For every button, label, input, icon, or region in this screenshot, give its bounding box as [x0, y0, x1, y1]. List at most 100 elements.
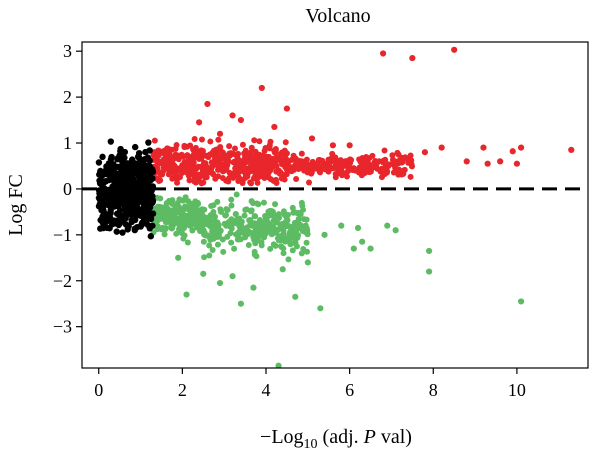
downregulated-point — [268, 231, 275, 238]
nonsignificant-point — [106, 225, 113, 232]
upregulated-point — [308, 135, 316, 142]
downregulated-point — [425, 247, 433, 255]
downregulated-point — [303, 225, 310, 232]
upregulated-point — [272, 146, 279, 153]
downregulated-point — [201, 229, 208, 236]
downregulated-point — [210, 202, 217, 209]
nonsignificant-point — [119, 217, 127, 225]
nonsignificant-point — [108, 172, 116, 179]
downregulated-point — [293, 243, 300, 250]
upregulated-point — [517, 144, 525, 151]
upregulated-point — [451, 46, 458, 53]
upregulated-point — [484, 160, 491, 167]
downregulated-point — [224, 233, 231, 240]
upregulated-point — [338, 162, 345, 169]
downregulated-point — [258, 239, 265, 246]
upregulated-point — [203, 163, 210, 170]
downregulated-point — [289, 204, 296, 211]
upregulated-point — [258, 84, 265, 92]
upregulated-point — [293, 175, 300, 182]
upregulated-point — [239, 141, 246, 148]
downregulated-point — [176, 204, 183, 211]
nonsignificant-point — [128, 216, 135, 224]
upregulated-point — [254, 179, 261, 186]
downregulated-point — [186, 216, 193, 223]
upregulated-point — [480, 144, 487, 151]
downregulated-point — [274, 235, 281, 242]
upregulated-point — [378, 174, 385, 181]
upregulated-point — [196, 153, 203, 160]
x-axis: 0 2 4 6 8 10 — [94, 368, 526, 400]
upregulated-point — [421, 149, 429, 156]
upregulated-point — [277, 169, 284, 176]
downregulated-point — [234, 236, 241, 243]
upregulated-point — [266, 142, 273, 149]
downregulated-point — [280, 245, 287, 252]
upregulated-point — [204, 100, 211, 108]
upregulated-point — [248, 180, 255, 187]
upregulated-point — [248, 153, 255, 160]
downregulated-point — [214, 219, 221, 226]
upregulated-point — [304, 169, 311, 176]
nonsignificant-point — [140, 158, 147, 166]
nonsignificant-point — [147, 167, 154, 174]
downregulated-point — [267, 207, 274, 214]
upregulated-point — [332, 162, 339, 169]
upregulated-point — [209, 160, 216, 167]
nonsignificant-point — [111, 201, 118, 208]
downregulated-point — [207, 223, 214, 230]
downregulated-point — [261, 234, 268, 241]
upregulated-point — [285, 158, 292, 165]
nonsignificant-point — [134, 160, 141, 168]
upregulated-point — [226, 175, 233, 182]
nonsignificant-point — [95, 187, 103, 194]
nonsignificant-point — [145, 139, 152, 146]
nonsignificant-point — [110, 161, 117, 168]
downregulated-point — [274, 227, 281, 234]
upregulated-point — [259, 173, 266, 180]
upregulated-point — [155, 147, 162, 154]
x-axis-label-subscript: 10 — [304, 437, 318, 452]
upregulated-point — [381, 147, 388, 154]
downregulated-point — [163, 200, 170, 207]
upregulated-point — [314, 159, 321, 166]
y-tick-label: 0 — [63, 179, 72, 199]
nonsignificant-point — [133, 195, 140, 202]
upregulated-point — [265, 153, 272, 160]
upregulated-point — [187, 142, 194, 149]
nonsignificant-point — [134, 153, 142, 161]
upregulated-point — [151, 154, 158, 161]
downregulated-point — [228, 239, 235, 246]
upregulated-point — [306, 179, 313, 186]
x-axis-label-prefix: −Log — [260, 426, 304, 448]
upregulated-point — [497, 158, 504, 165]
upregulated-point — [172, 145, 179, 152]
upregulated-point — [346, 142, 353, 149]
downregulated-point — [287, 241, 294, 248]
downregulated-point — [162, 226, 169, 233]
nonsignificant-point — [106, 165, 114, 172]
x-tick-label: 4 — [262, 380, 271, 400]
nonsignificant-point — [121, 168, 128, 176]
downregulated-point — [209, 228, 216, 235]
upregulated-point — [384, 168, 391, 175]
downregulated-point — [257, 223, 264, 230]
upregulated-point — [257, 156, 264, 163]
downregulated-point — [161, 231, 168, 238]
downregulated-point — [222, 212, 229, 219]
downregulated-point — [191, 208, 198, 215]
upregulated-point — [332, 171, 339, 178]
upregulated-point — [397, 159, 404, 166]
downregulated-point — [200, 221, 207, 228]
upregulated-point — [463, 158, 470, 165]
upregulated-point — [226, 169, 233, 176]
downregulated-point — [248, 207, 255, 214]
nonsignificant-point — [117, 147, 124, 155]
downregulated-point — [274, 213, 281, 220]
plot-frame — [81, 41, 589, 369]
downregulated-point — [286, 230, 293, 237]
nonsignificant-point — [113, 228, 120, 235]
upregulated-point — [270, 177, 277, 184]
nonsignificant-point — [131, 226, 139, 234]
upregulated-point — [358, 166, 365, 173]
